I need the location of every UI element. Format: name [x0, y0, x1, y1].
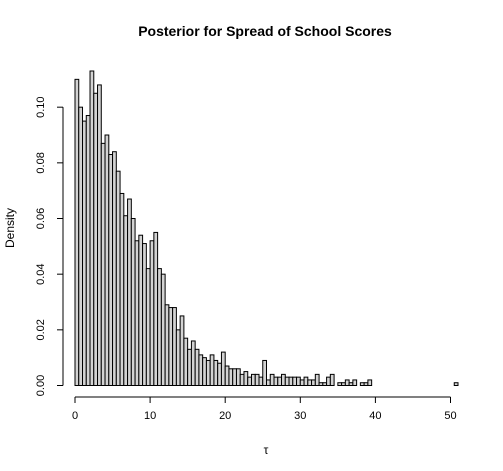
histogram-bar — [453, 382, 459, 387]
histogram-bar — [100, 142, 106, 386]
x-tick-label: 0 — [72, 410, 78, 422]
histogram-bar — [262, 359, 267, 387]
histogram-bar — [232, 368, 237, 386]
histogram-bar — [344, 379, 350, 386]
histogram-bar — [164, 304, 170, 387]
histogram-bar — [258, 376, 264, 386]
histogram-bar — [367, 379, 373, 386]
histogram-bar — [363, 382, 369, 387]
histogram-bar — [277, 376, 283, 386]
histogram-bar — [149, 240, 155, 386]
x-tick-label: 40 — [369, 410, 381, 422]
histogram-bar — [213, 359, 219, 387]
histogram-bar — [142, 243, 147, 386]
histogram-bar — [74, 78, 80, 386]
y-axis-label: Density — [3, 208, 17, 248]
histogram-bar — [269, 373, 275, 386]
histogram-bar — [273, 376, 279, 386]
histogram-bar — [292, 376, 298, 386]
histogram-bar — [228, 368, 234, 386]
histogram-bar — [157, 268, 162, 386]
histogram-bar — [82, 120, 87, 386]
y-tick-label: 0.04 — [35, 263, 47, 284]
y-tick-label: 0.08 — [35, 152, 47, 173]
histogram-bar — [329, 373, 335, 386]
histogram-bar — [115, 170, 121, 386]
histogram-bar — [205, 359, 211, 387]
histogram-bar — [175, 329, 181, 386]
histogram-bar — [288, 376, 294, 386]
histogram-bar — [250, 373, 256, 386]
chart-title: Posterior for Spread of School Scores — [138, 23, 392, 39]
histogram-bar — [322, 382, 328, 387]
histogram-bar — [296, 376, 301, 386]
histogram-bar — [266, 379, 271, 386]
histogram-bar — [89, 70, 95, 386]
histogram-bar — [326, 376, 331, 386]
histogram-bar — [243, 371, 249, 386]
histogram-bar — [348, 382, 354, 387]
histogram-bar — [160, 273, 166, 387]
histogram-bar — [85, 115, 91, 386]
histogram-bar — [78, 106, 84, 387]
histogram-bar — [168, 307, 174, 387]
histogram-bar — [153, 231, 159, 386]
histogram-bar — [179, 315, 185, 387]
histogram-bar — [93, 92, 99, 387]
y-tick-label: 0.06 — [35, 208, 47, 229]
x-tick-label: 20 — [219, 410, 231, 422]
histogram-bar — [127, 198, 132, 386]
histogram-bar — [119, 192, 125, 386]
y-tick-label: 0.00 — [35, 375, 47, 396]
histogram-bar — [318, 382, 324, 387]
y-tick-label: 0.02 — [35, 319, 47, 340]
histogram-bar — [247, 376, 252, 386]
y-axis: 0.00 0.02 0.04 0.06 0.08 0.10 — [35, 96, 64, 396]
histogram-bar — [311, 379, 316, 386]
histogram-bar — [217, 362, 222, 387]
histogram-bar — [134, 240, 140, 386]
histogram-bar — [145, 268, 151, 386]
histogram-bar — [97, 84, 102, 386]
histogram-bar — [130, 218, 136, 386]
histogram-bar — [239, 373, 245, 386]
histogram-bar — [190, 340, 196, 386]
histogram-bar — [112, 151, 117, 386]
histogram-bar — [303, 376, 309, 386]
histogram-bar — [284, 376, 290, 386]
x-tick-label: 10 — [144, 410, 156, 422]
histogram-bar — [108, 154, 114, 386]
histogram-bar — [235, 368, 241, 386]
histogram-bar — [352, 379, 358, 386]
histogram-bar — [337, 382, 343, 387]
histogram-bar — [198, 354, 204, 387]
histogram-bar — [194, 348, 200, 387]
histogram-bar — [341, 382, 346, 387]
x-tick-label: 30 — [294, 410, 306, 422]
histogram-bar — [281, 373, 286, 386]
x-tick-label: 50 — [444, 410, 456, 422]
histogram-bar — [224, 365, 230, 386]
histogram-bar — [359, 382, 365, 387]
histogram-bar — [209, 354, 215, 387]
histogram-bar — [314, 373, 320, 386]
histogram-bar — [187, 348, 192, 387]
y-tick-label: 0.10 — [35, 96, 47, 117]
x-axis: 0 10 20 30 40 50 — [72, 396, 457, 422]
histogram-bar — [220, 351, 226, 387]
histogram-bar — [183, 337, 189, 387]
histogram-bar — [307, 379, 313, 386]
histogram-bars — [74, 70, 459, 387]
histogram-bar — [254, 373, 260, 386]
histogram-bar — [138, 234, 144, 386]
histogram-bar — [123, 215, 129, 386]
histogram-bar — [299, 379, 305, 386]
histogram-bar — [104, 134, 110, 386]
histogram-bar — [202, 357, 207, 387]
histogram-bar — [172, 307, 177, 387]
x-axis-label: τ — [264, 443, 269, 457]
